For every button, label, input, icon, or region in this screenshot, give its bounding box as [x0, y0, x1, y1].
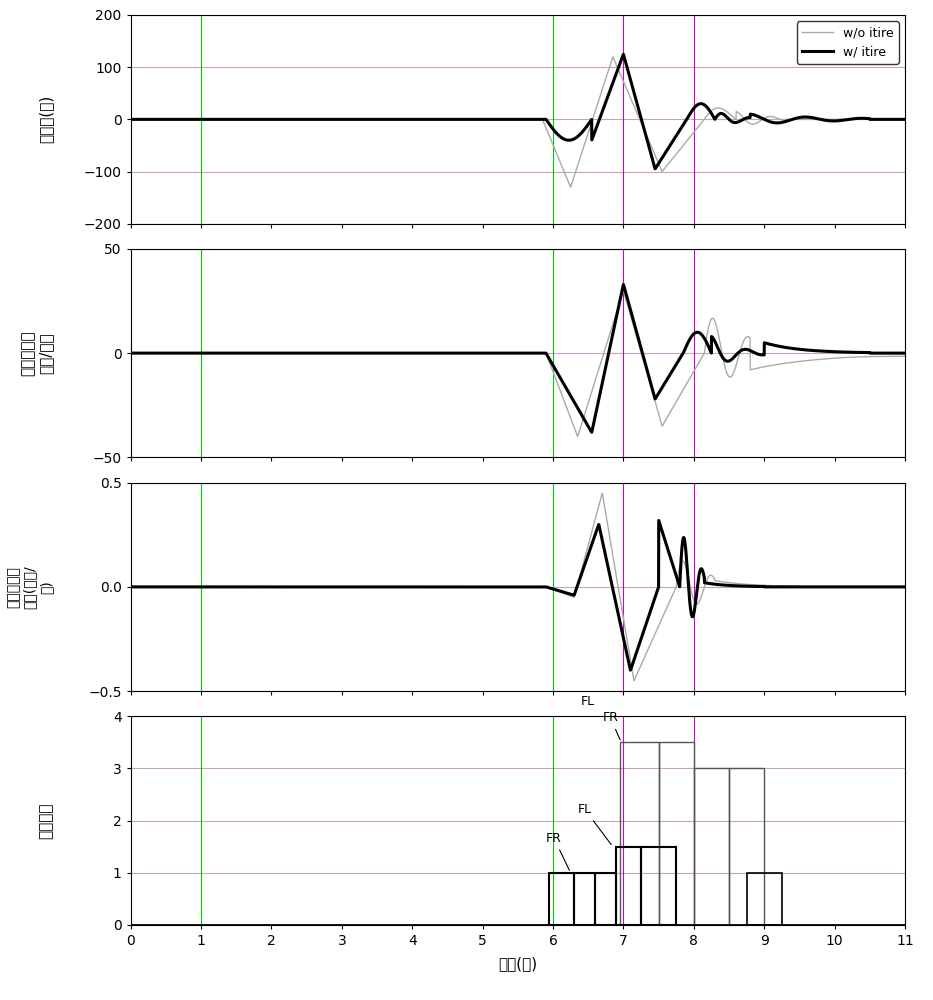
Y-axis label: 压力标志: 压力标志: [38, 802, 53, 839]
Bar: [694, 768, 729, 925]
Text: FR: FR: [546, 832, 569, 870]
Y-axis label: 横摆角速度
（度/秒）: 横摆角速度 （度/秒）: [21, 330, 53, 376]
Text: FL: FL: [578, 803, 611, 845]
Y-axis label: 横摆角速度
误差(弧度/
秒): 横摆角速度 误差(弧度/ 秒): [7, 565, 53, 609]
Legend: w/o itire, w/ itire: w/o itire, w/ itire: [797, 21, 898, 64]
Bar: [550, 873, 574, 925]
Text: FL: FL: [581, 695, 595, 708]
Bar: [574, 873, 595, 925]
Bar: [641, 847, 676, 925]
X-axis label: 时间(秒): 时间(秒): [498, 956, 537, 971]
Bar: [617, 847, 641, 925]
Bar: [659, 742, 694, 925]
Text: FR: FR: [603, 711, 620, 740]
Bar: [595, 873, 617, 925]
Y-axis label: 盘转角(度): 盘转角(度): [38, 95, 53, 143]
Bar: [620, 742, 659, 925]
Bar: [746, 873, 782, 925]
Bar: [729, 768, 764, 925]
